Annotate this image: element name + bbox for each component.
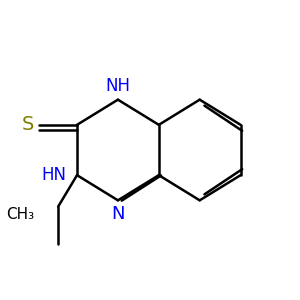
- Text: S: S: [22, 115, 34, 134]
- Text: CH₃: CH₃: [6, 207, 34, 222]
- Text: NH: NH: [105, 77, 130, 95]
- Text: N: N: [111, 205, 125, 223]
- Text: HN: HN: [41, 166, 66, 184]
